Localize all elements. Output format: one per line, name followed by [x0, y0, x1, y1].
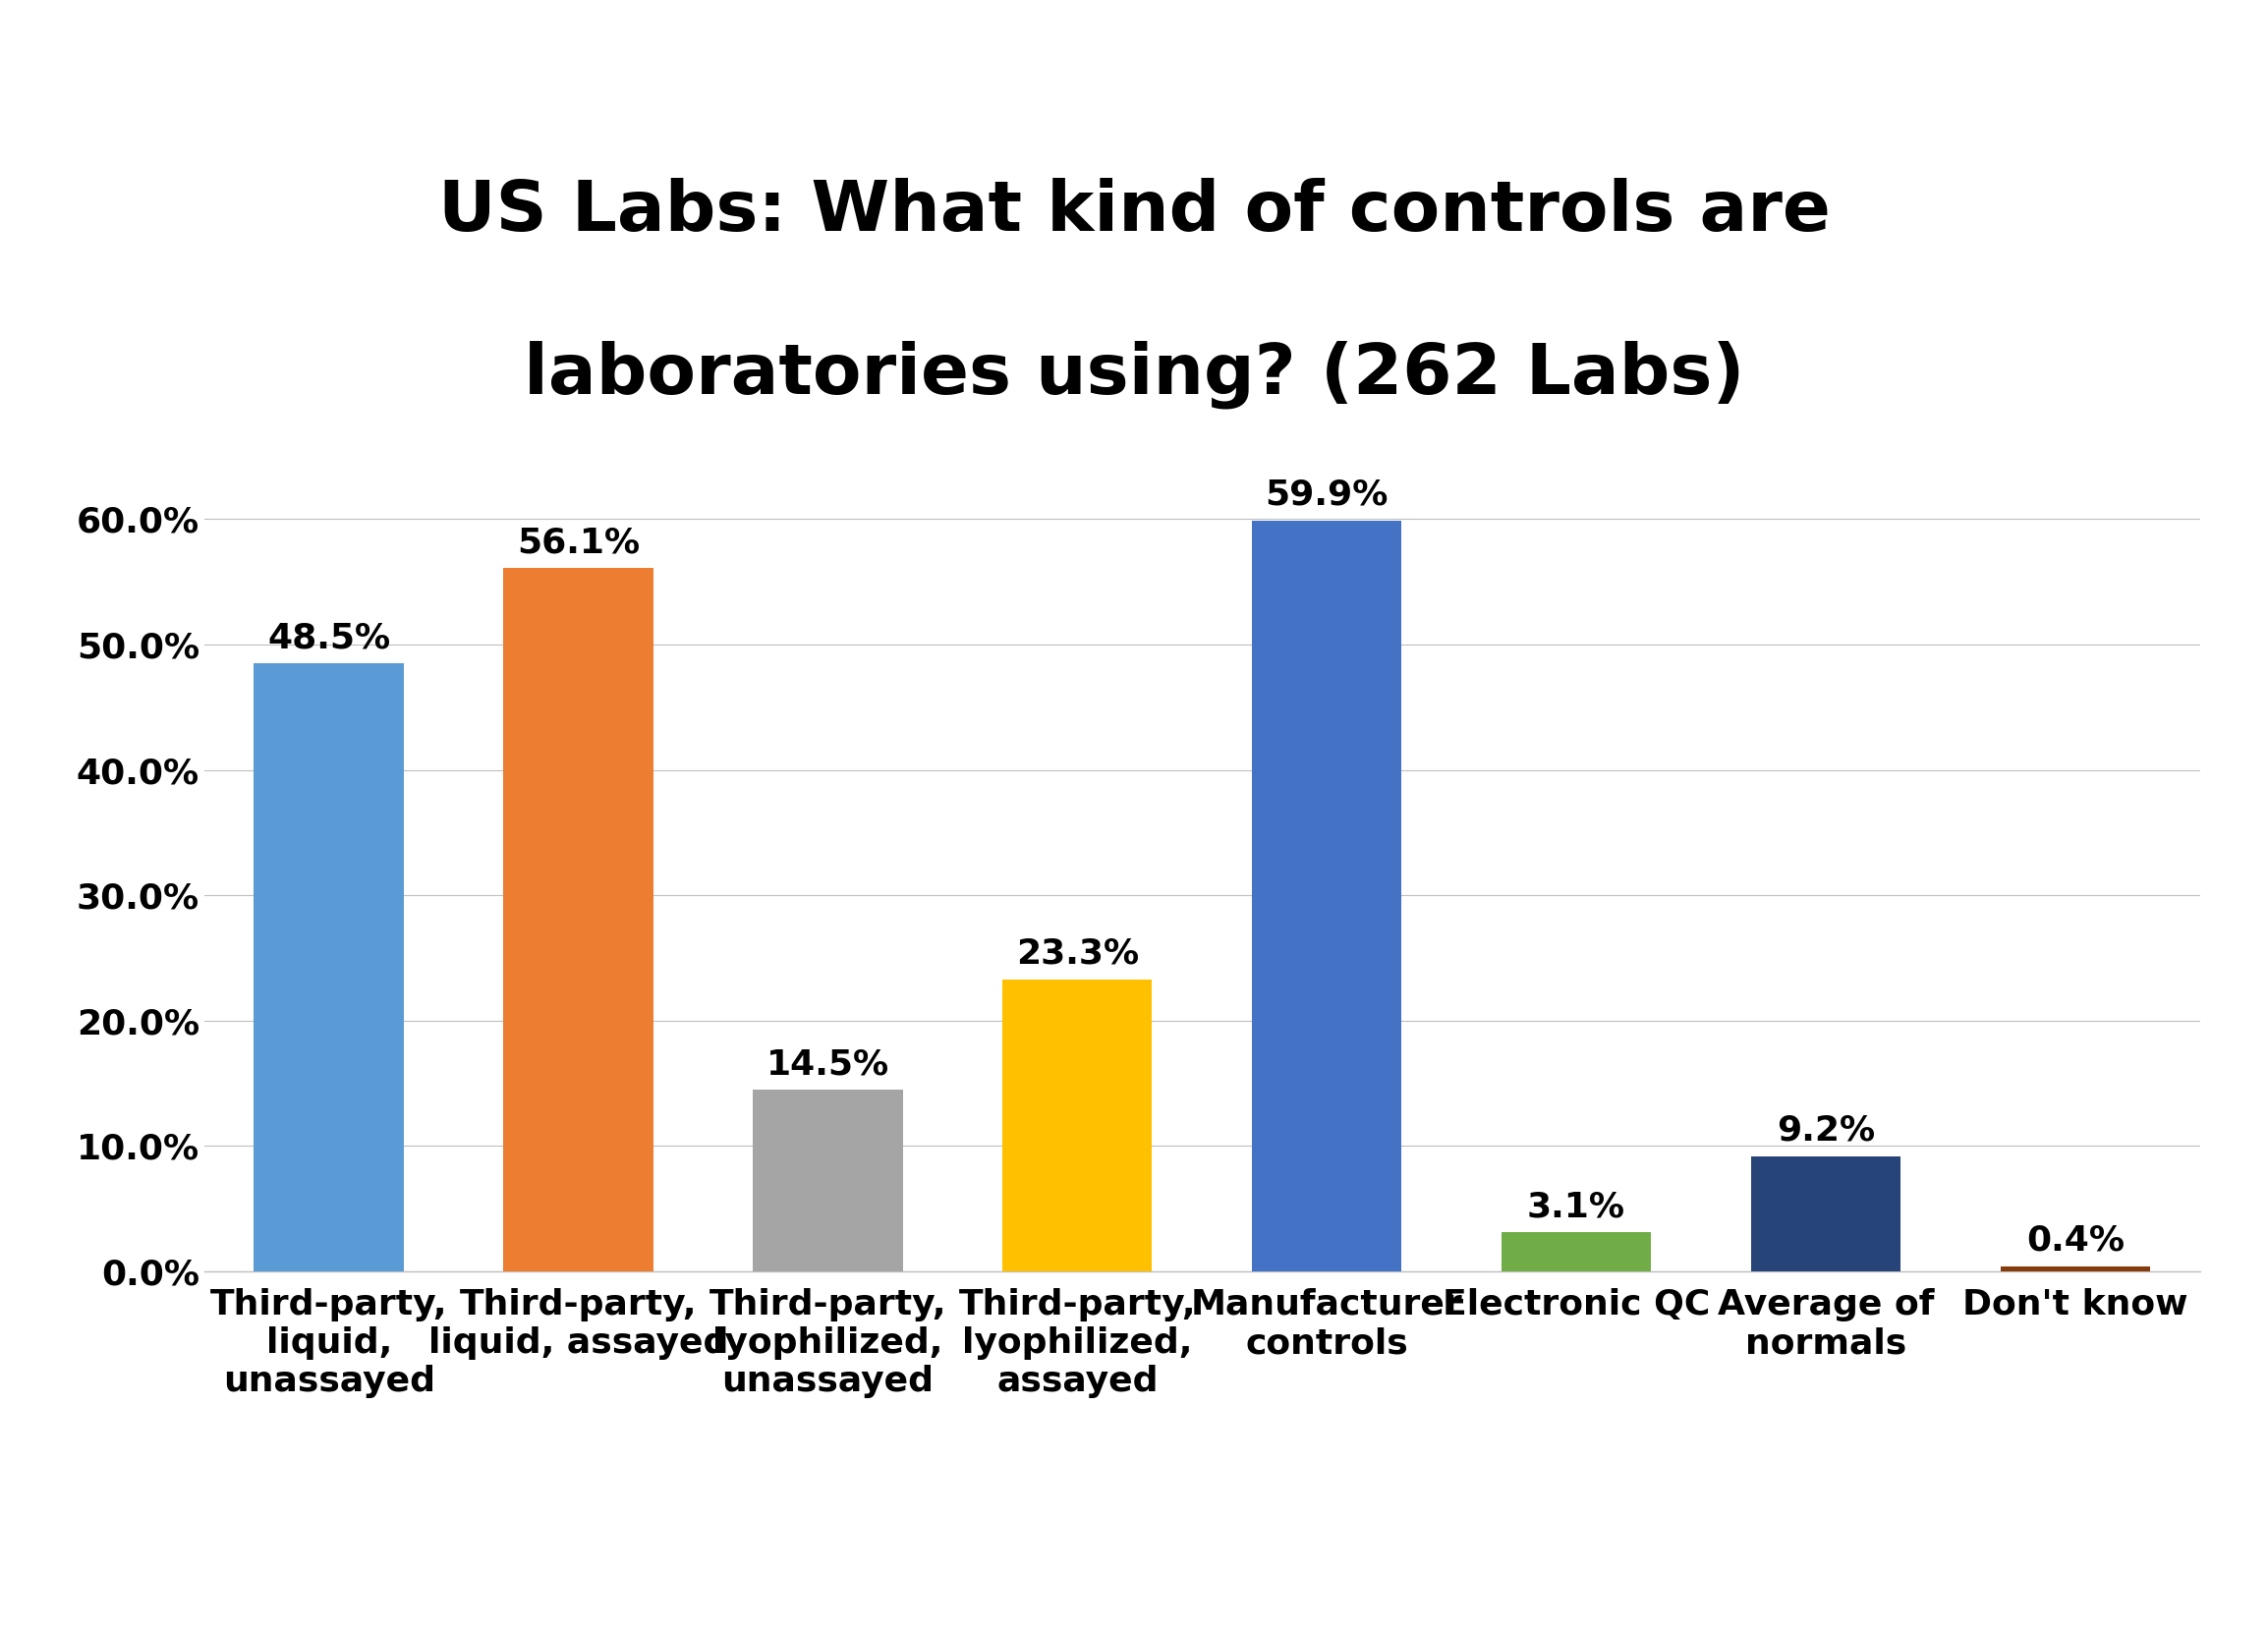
Bar [1501, 1232, 1651, 1271]
Bar [2000, 1267, 2150, 1271]
Text: US Labs: What kind of controls are: US Labs: What kind of controls are [438, 178, 1830, 246]
Text: 56.1%: 56.1% [517, 526, 640, 559]
Bar [503, 567, 653, 1271]
Text: 48.5%: 48.5% [268, 621, 390, 655]
Text: 14.5%: 14.5% [767, 1048, 889, 1081]
Bar [1751, 1156, 1901, 1271]
Text: 0.4%: 0.4% [2025, 1224, 2125, 1258]
Text: 23.3%: 23.3% [1016, 937, 1139, 970]
Text: laboratories using? (262 Labs): laboratories using? (262 Labs) [524, 341, 1744, 409]
Text: 9.2%: 9.2% [1776, 1113, 1876, 1148]
Text: 3.1%: 3.1% [1526, 1190, 1626, 1224]
Bar [1002, 980, 1152, 1271]
Bar [753, 1089, 903, 1271]
Bar [254, 663, 404, 1271]
Text: 59.9%: 59.9% [1266, 478, 1388, 512]
Bar [1252, 520, 1402, 1271]
